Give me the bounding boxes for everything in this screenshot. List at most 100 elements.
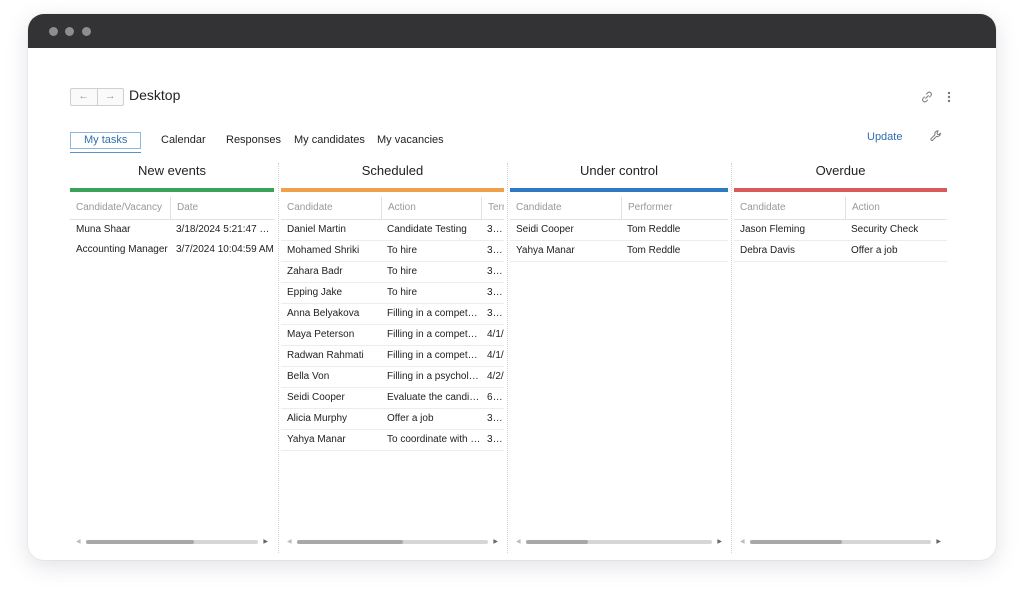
window-maximize-dot[interactable] xyxy=(82,27,91,36)
page-title: Desktop xyxy=(129,87,181,103)
table-row[interactable]: Seidi Cooper Tom Reddle xyxy=(510,220,728,241)
cell-term: 3/28 xyxy=(487,434,504,445)
scroll-thumb[interactable] xyxy=(526,540,588,544)
table-row[interactable]: Mohamed Shriki To hire 3/22 xyxy=(281,241,504,262)
header-action[interactable]: Action xyxy=(845,197,947,219)
cell-action: Candidate Testing xyxy=(387,224,467,235)
more-vertical-icon[interactable] xyxy=(945,90,953,104)
horizontal-scrollbar[interactable]: ◀ ▶ xyxy=(516,539,722,545)
table-row[interactable]: Muna Shaar 3/18/2024 5:21:47 PM xyxy=(70,220,274,240)
grid-header: Candidate Action Terr xyxy=(281,197,504,220)
cell-term: 3/28 xyxy=(487,413,504,424)
scroll-right-arrow-icon[interactable]: ▶ xyxy=(263,539,268,545)
table-row[interactable]: Yahya Manar Tom Reddle xyxy=(510,241,728,262)
tab-responses[interactable]: Responses xyxy=(226,134,282,146)
scroll-thumb[interactable] xyxy=(297,540,403,544)
table-row[interactable]: Seidi Cooper Evaluate the candi… 6/16 xyxy=(281,388,504,409)
new-events-grid: Candidate/Vacancy Date Muna Shaar 3/18/2… xyxy=(70,197,274,260)
cell-action: To hire xyxy=(387,245,418,256)
cell-candidate: Accounting Manager xyxy=(76,244,168,255)
cell-candidate: Daniel Martin xyxy=(287,224,346,235)
scroll-thumb[interactable] xyxy=(86,540,194,544)
column-divider xyxy=(278,163,279,553)
column-title: New events xyxy=(138,163,206,178)
scroll-left-arrow-icon[interactable]: ◀ xyxy=(516,539,521,545)
table-row[interactable]: Accounting Manager 3/7/2024 10:04:59 AM xyxy=(70,240,274,260)
forward-arrow-icon[interactable]: → xyxy=(104,90,116,102)
tab-my-candidates[interactable]: My candidates xyxy=(294,134,365,146)
header-candidate-vacancy[interactable]: Candidate/Vacancy xyxy=(76,202,162,213)
window-minimize-dot[interactable] xyxy=(65,27,74,36)
cell-action: Security Check xyxy=(851,224,919,235)
tab-my-tasks[interactable]: My tasks xyxy=(70,132,142,149)
table-row[interactable]: Jason Fleming Security Check xyxy=(734,220,947,241)
history-nav: ← → xyxy=(70,88,124,106)
column-title: Scheduled xyxy=(361,163,424,178)
header-candidate[interactable]: Candidate xyxy=(740,202,786,213)
scroll-left-arrow-icon[interactable]: ◀ xyxy=(740,539,745,545)
grid-header: Candidate Performer xyxy=(510,197,728,220)
cell-action: Filling in a compet… xyxy=(387,308,478,319)
column-divider xyxy=(507,163,508,553)
cell-action: Filling in a psychol… xyxy=(387,371,479,382)
scroll-left-arrow-icon[interactable]: ◀ xyxy=(287,539,292,545)
header-action[interactable]: Action xyxy=(381,197,481,219)
cell-term: 6/16 xyxy=(487,392,504,403)
column-color-bar xyxy=(734,188,947,192)
header-candidate[interactable]: Candidate xyxy=(287,202,333,213)
table-row[interactable]: Maya Peterson Filling in a compet… 4/1/ xyxy=(281,325,504,346)
scroll-thumb[interactable] xyxy=(750,540,842,544)
cell-date: 3/7/2024 10:04:59 AM xyxy=(176,244,274,255)
scroll-track[interactable] xyxy=(526,540,712,544)
horizontal-scrollbar[interactable]: ◀ ▶ xyxy=(740,539,941,545)
cell-action: Offer a job xyxy=(851,245,898,256)
table-row[interactable]: Alicia Murphy Offer a job 3/28 xyxy=(281,409,504,430)
tab-my-vacancies[interactable]: My vacancies xyxy=(377,134,444,146)
cell-date: 3/18/2024 5:21:47 PM xyxy=(176,224,274,235)
update-button[interactable]: Update xyxy=(867,131,903,143)
cell-candidate: Seidi Cooper xyxy=(516,224,574,235)
cell-term: 4/1/ xyxy=(487,329,504,340)
window-close-dot[interactable] xyxy=(49,27,58,36)
table-row[interactable]: Yahya Manar To coordinate with … 3/28 xyxy=(281,430,504,451)
table-row[interactable]: Daniel Martin Candidate Testing 3/21 xyxy=(281,220,504,241)
header-performer[interactable]: Performer xyxy=(621,197,728,219)
table-row[interactable]: Debra Davis Offer a job xyxy=(734,241,947,262)
horizontal-scrollbar[interactable]: ◀ ▶ xyxy=(287,539,498,545)
column-new-events: New events Candidate/Vacancy Date Muna S… xyxy=(70,163,274,553)
column-overdue: Overdue Candidate Action Jason Fleming Se… xyxy=(734,163,947,553)
cell-term: 3/22 xyxy=(487,287,504,298)
scroll-right-arrow-icon[interactable]: ▶ xyxy=(717,539,722,545)
cell-term: 3/22 xyxy=(487,245,504,256)
wrench-icon[interactable] xyxy=(929,129,943,143)
column-color-bar xyxy=(281,188,504,192)
table-row[interactable]: Radwan Rahmati Filling in a compet… 4/1/ xyxy=(281,346,504,367)
header-date[interactable]: Date xyxy=(170,197,274,219)
table-row[interactable]: Anna Belyakova Filling in a compet… 3/27 xyxy=(281,304,504,325)
app-window: ← → Desktop My tasks Calendar Responses … xyxy=(28,14,996,560)
link-icon[interactable] xyxy=(920,90,934,104)
table-row[interactable]: Epping Jake To hire 3/22 xyxy=(281,283,504,304)
header-candidate[interactable]: Candidate xyxy=(516,202,562,213)
scroll-right-arrow-icon[interactable]: ▶ xyxy=(936,539,941,545)
grid-header: Candidate Action xyxy=(734,197,947,220)
back-arrow-icon[interactable]: ← xyxy=(71,89,98,105)
page-content: ← → Desktop My tasks Calendar Responses … xyxy=(28,48,996,560)
cell-candidate: Anna Belyakova xyxy=(287,308,360,319)
table-row[interactable]: Bella Von Filling in a psychol… 4/2/ xyxy=(281,367,504,388)
cell-action: Offer a job xyxy=(387,413,434,424)
column-title: Overdue xyxy=(815,163,866,178)
cell-candidate: Maya Peterson xyxy=(287,329,355,340)
horizontal-scrollbar[interactable]: ◀ ▶ xyxy=(76,539,268,545)
scroll-left-arrow-icon[interactable]: ◀ xyxy=(76,539,81,545)
under-control-grid: Candidate Performer Seidi Cooper Tom Redd… xyxy=(510,197,728,262)
active-tab-indicator xyxy=(70,152,141,153)
cell-action: To hire xyxy=(387,287,418,298)
scroll-right-arrow-icon[interactable]: ▶ xyxy=(493,539,498,545)
tab-calendar[interactable]: Calendar xyxy=(161,134,206,146)
column-color-bar xyxy=(70,188,274,192)
table-row[interactable]: Zahara Badr To hire 3/22 xyxy=(281,262,504,283)
window-titlebar xyxy=(28,14,996,48)
header-term[interactable]: Terr xyxy=(481,197,504,219)
cell-action: Filling in a compet… xyxy=(387,350,478,361)
